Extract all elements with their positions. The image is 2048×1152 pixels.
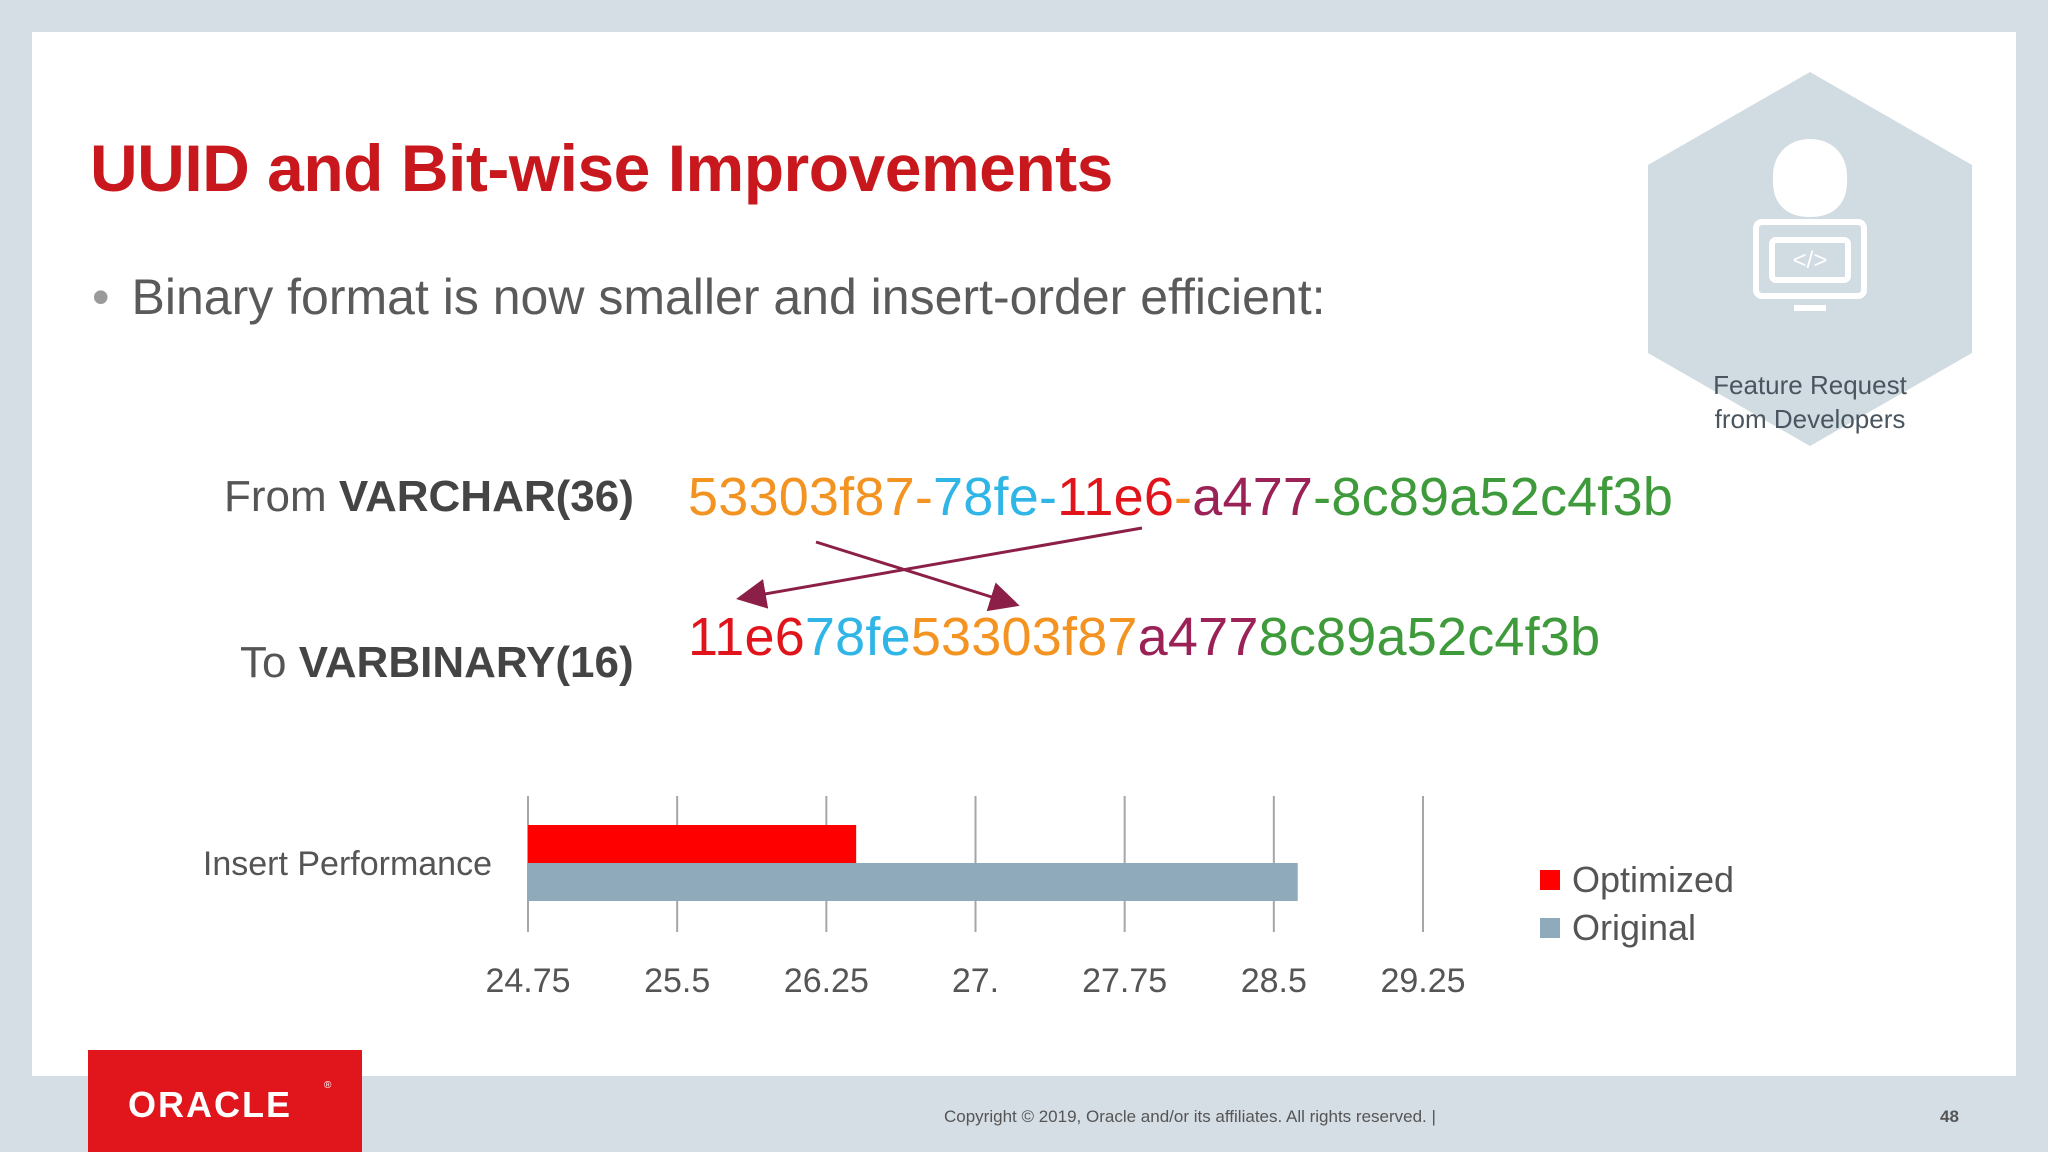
x-tick-label: 27. [952,962,999,1000]
chart-legend: Optimized Original [1540,856,1734,952]
from-label: From VARCHAR(36) [224,472,634,522]
bullet-text: Binary format is now smaller and insert-… [131,269,1326,325]
uuid-varchar-segment: - [914,467,934,527]
from-prefix: From [224,472,339,521]
oracle-logo-text: ORACLE [128,1084,292,1125]
uuid-varchar: 53303f87-78fe-11e6-a477-8c89a52c4f3b [688,466,1673,528]
to-label: To VARBINARY(16) [240,638,634,688]
x-tick-label: 26.25 [784,962,869,1000]
legend-swatch-optimized [1540,870,1560,890]
badge-label: Feature Request from Developers [1658,368,1962,436]
bullet-dot-icon: • [92,269,110,325]
uuid-varbinary-segment: a477 [1137,607,1259,667]
uuid-varbinary-segment: 11e6 [688,607,805,667]
uuid-varbinary-segment: 53303f87 [910,607,1138,667]
registered-mark-icon: ® [324,1080,332,1091]
uuid-varbinary: 11e678fe53303f87a4778c89a52c4f3b [688,606,1600,668]
copyright-text: Copyright © 2019, Oracle and/or its affi… [944,1107,1436,1126]
legend-label-optimized: Optimized [1572,859,1735,900]
legend-label-original: Original [1572,907,1697,948]
badge-line-1: Feature Request [1713,370,1907,400]
x-tick-label: 27.75 [1082,962,1167,1000]
x-tick-label: 28.5 [1241,962,1307,1000]
to-prefix: To [240,638,299,687]
developer-icon [1753,138,1867,311]
arrow-timehigh [736,526,1143,609]
legend-item-original: Original [1540,904,1734,952]
oracle-logo: ORACLE ® [88,1050,362,1152]
code-glyph: </> [1793,247,1828,274]
legend-item-optimized: Optimized [1540,856,1734,904]
uuid-varbinary-segment: 78fe [804,607,911,667]
uuid-varchar-segment: - [1174,467,1193,527]
page-number: 48 [1940,1107,1959,1126]
uuid-varchar-segment: a477 [1192,467,1314,527]
uuid-varchar-segment: 53303f87 [688,467,915,527]
uuid-varchar-segment: 78fe [933,467,1039,527]
category-label: Insert Performance [203,845,492,883]
uuid-varbinary-segment: 8c89a52c4f3b [1258,607,1601,667]
slide-title: UUID and Bit-wise Improvements [90,131,1113,205]
uuid-varchar-segment: - [1038,467,1058,527]
bullet-point: • Binary format is now smaller and insert… [92,268,1326,326]
to-type: VARBINARY(16) [298,638,634,687]
arrow-timelow [815,540,1020,612]
bar-original [528,863,1298,901]
x-tick-label: 25.5 [644,962,710,1000]
x-tick-label: 29.25 [1380,962,1465,1000]
uuid-varchar-segment: - [1313,467,1332,527]
x-tick-label: 24.75 [485,962,570,1000]
feature-request-badge: </> [1648,72,1972,446]
uuid-varchar-segment: 11e6 [1057,467,1175,527]
bar-optimized [528,825,857,863]
uuid-varchar-segment: 8c89a52c4f3b [1331,467,1674,527]
legend-swatch-original [1540,918,1560,938]
badge-line-2: from Developers [1714,404,1906,434]
from-type: VARCHAR(36) [338,472,634,521]
